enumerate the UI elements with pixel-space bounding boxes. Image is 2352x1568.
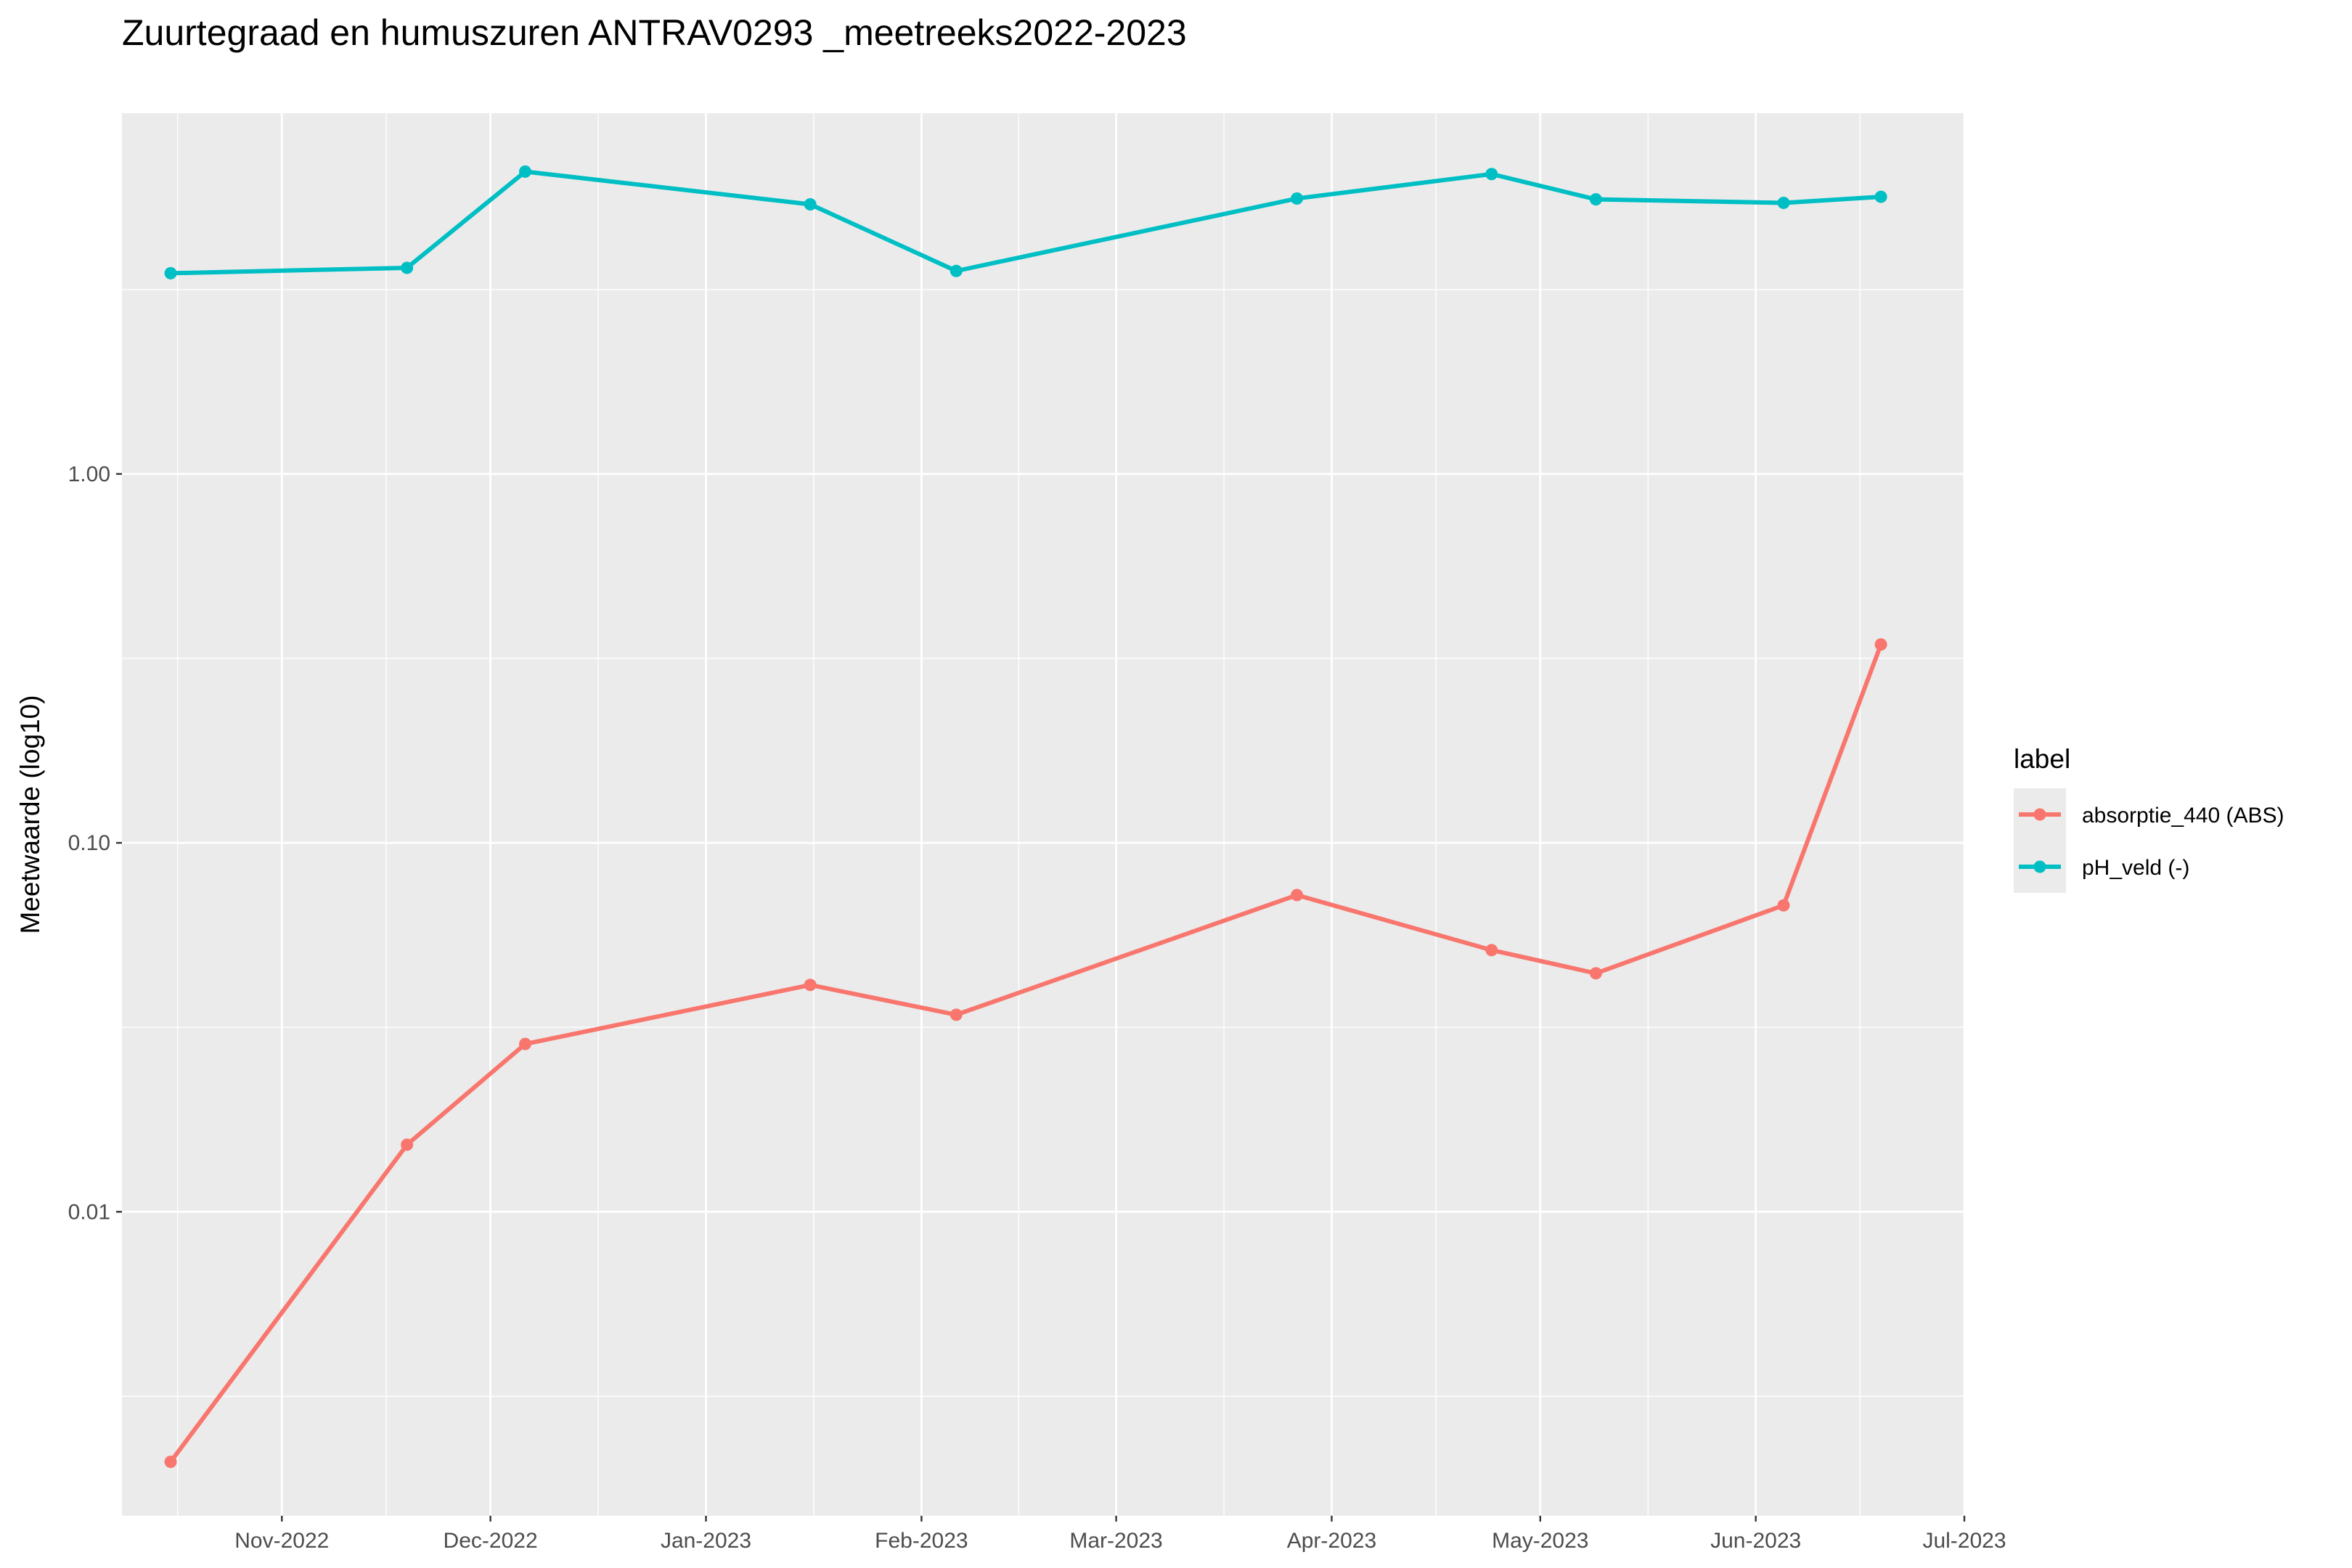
x-tick-label: May-2023 [1492,1529,1588,1553]
x-tick-label: Jan-2023 [661,1529,751,1553]
y-tick-label: 0.10 [68,831,110,855]
data-point [1291,889,1304,902]
legend-key-point [2033,860,2046,873]
data-point [804,197,817,211]
data-point [950,1008,963,1021]
grid-minor [122,113,1964,1516]
legend-key-point [2033,808,2046,821]
series-layer [164,165,1887,1469]
legend: label absorptie_440 (ABS) pH_veld (-) [2014,744,2284,893]
x-tick-label: Jul-2023 [1922,1529,2006,1553]
x-tick-label: Apr-2023 [1287,1529,1376,1553]
y-tick-label: 0.01 [68,1200,110,1224]
data-point [1589,967,1602,980]
data-point [1777,899,1790,912]
x-tick-label: Dec-2022 [444,1529,538,1553]
data-point [1291,192,1304,205]
x-axis: Nov-2022 Dec-2022 Jan-2023 Feb-2023 Mar-2023… [234,1516,2006,1553]
legend-title: label [2014,744,2070,774]
chart-title: Zuurtegraad en humuszuren ANTRAV0293 _me… [122,12,1187,53]
x-tick-label: Feb-2023 [875,1529,968,1553]
data-point [1874,638,1887,651]
data-point [518,165,531,178]
data-point [164,1455,177,1469]
data-point [804,979,817,992]
grid-major [122,113,1966,1516]
series-line [170,169,1882,276]
data-point [1485,944,1498,957]
data-point [401,1138,414,1151]
data-point [164,266,177,279]
y-tick-label: 1.00 [68,462,110,486]
data-point [1485,168,1498,181]
y-axis: 0.01 0.10 1.00 [68,462,122,1224]
series-line [168,643,1883,1463]
legend-label: absorptie_440 (ABS) [2082,804,2284,828]
data-point [1589,193,1602,206]
data-point [401,261,414,274]
plot-panel [122,113,1964,1516]
data-point [1874,190,1887,203]
data-point [950,264,963,277]
legend-label: pH_veld (-) [2082,856,2189,880]
x-tick-label: Jun-2023 [1710,1529,1801,1553]
data-point [1777,196,1790,209]
x-tick-label: Mar-2023 [1069,1529,1162,1553]
data-point [518,1037,531,1050]
x-tick-label: Nov-2022 [234,1529,329,1553]
legend-key-background [2014,788,2066,893]
y-axis-title: Meetwaarde (log10) [15,695,45,934]
